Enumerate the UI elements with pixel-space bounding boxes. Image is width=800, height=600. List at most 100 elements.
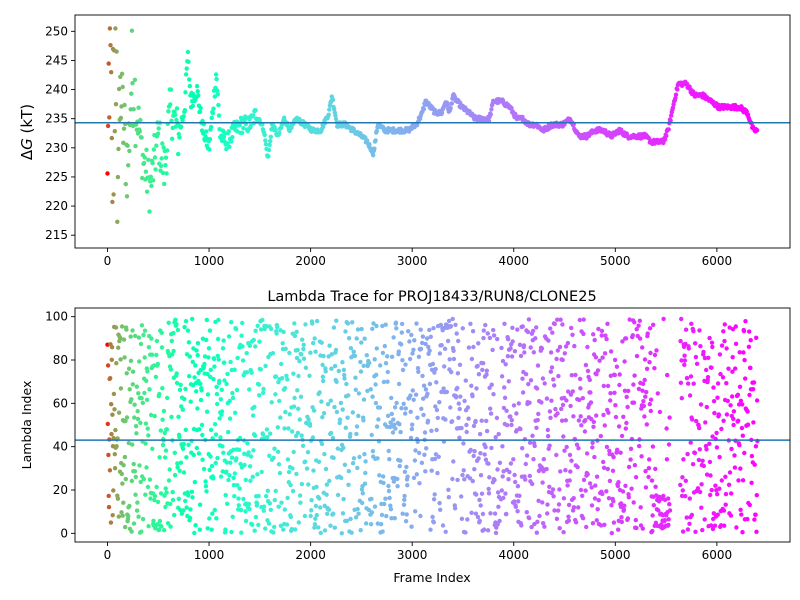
lambda-point <box>667 502 672 507</box>
lambda-point <box>745 409 750 414</box>
lambda-point <box>122 454 128 460</box>
lambda-point <box>354 336 359 341</box>
lambda-point <box>554 356 559 362</box>
lambda-point <box>711 511 716 516</box>
lambda-point <box>730 369 735 374</box>
lambda-point <box>426 344 431 350</box>
lambda-point <box>273 488 278 494</box>
dg-point <box>330 97 336 103</box>
lambda-point <box>149 352 155 357</box>
lambda-point <box>192 375 197 380</box>
lambda-point <box>712 410 717 416</box>
dg-point <box>115 174 121 180</box>
lambda-point <box>573 520 579 525</box>
lambda-point <box>686 346 691 351</box>
dg-y-tick-label: 220 <box>45 199 68 213</box>
lambda-point <box>339 475 344 481</box>
lambda-point <box>393 320 399 325</box>
lambda-point <box>455 477 460 483</box>
lambda-point <box>741 328 747 334</box>
dg-x-tick-label: 3000 <box>397 254 428 268</box>
lambda-point <box>603 333 608 338</box>
lambda-point <box>424 336 430 341</box>
lambda-point <box>131 521 137 526</box>
lambda-point <box>418 346 424 352</box>
lambda-point <box>237 486 242 491</box>
lambda-point <box>265 435 270 440</box>
lambda-point <box>109 431 114 437</box>
lambda-point <box>340 407 345 412</box>
lambda-point <box>334 409 340 415</box>
lambda-point <box>314 318 320 324</box>
lambda-point <box>279 500 284 505</box>
dg-point <box>268 138 273 144</box>
lambda-point <box>119 510 124 515</box>
lambda-point <box>309 508 314 513</box>
lambda-point <box>320 362 325 368</box>
lambda-point <box>303 322 308 327</box>
lambda-point <box>278 415 283 420</box>
lambda-point <box>405 474 410 479</box>
dg-point <box>129 28 135 33</box>
lambda-point <box>207 467 212 473</box>
lambda-point <box>211 376 216 382</box>
lambda-point <box>145 426 150 431</box>
lambda-point <box>279 361 284 367</box>
lambda-point <box>128 334 133 339</box>
lambda-point <box>353 515 359 520</box>
lambda-point <box>137 359 142 364</box>
lambda-point <box>754 529 759 534</box>
lambda-point <box>278 523 284 528</box>
dg-y-tick-label: 225 <box>45 170 68 184</box>
lambda-point <box>584 451 590 456</box>
lambda-point <box>374 372 379 377</box>
lambda-point <box>540 480 545 485</box>
lambda-point <box>320 415 325 420</box>
lambda-point <box>330 435 336 441</box>
lambda-point <box>598 523 604 528</box>
lambda-point <box>667 508 673 513</box>
lambda-title: Lambda Trace for PROJ18433/RUN8/CLONE25 <box>267 289 596 305</box>
dg-point <box>216 102 221 108</box>
lambda-point <box>402 497 407 502</box>
lambda-point <box>325 511 330 516</box>
lambda-point <box>530 433 535 438</box>
lambda-point <box>477 431 483 437</box>
lambda-point <box>143 441 148 446</box>
lambda-point <box>602 522 607 527</box>
lambda-point <box>624 394 629 400</box>
lambda-point <box>639 454 644 459</box>
lambda-point <box>346 469 351 474</box>
dg-point <box>148 174 153 179</box>
lambda-point <box>571 505 577 510</box>
lambda-point <box>337 420 342 426</box>
lambda-point <box>295 347 300 353</box>
lambda-point <box>481 527 487 532</box>
lambda-point <box>462 477 467 482</box>
lambda-point <box>342 462 348 467</box>
lambda-point <box>160 386 165 391</box>
lambda-point <box>604 489 609 494</box>
lambda-point <box>490 347 495 353</box>
lambda-point <box>413 392 419 397</box>
lambda-point <box>111 391 117 397</box>
lambda-point <box>342 372 347 378</box>
lambda-point <box>205 371 210 377</box>
dg-point <box>138 117 143 123</box>
lambda-point <box>425 391 430 396</box>
lambda-point <box>292 333 298 339</box>
lambda-point <box>109 402 114 407</box>
lambda-point <box>723 474 728 479</box>
dg-point <box>225 141 230 146</box>
lambda-point <box>384 513 389 519</box>
lambda-point <box>527 400 532 405</box>
dg-point <box>131 107 136 112</box>
lambda-point <box>408 393 413 398</box>
lambda-point <box>726 482 732 487</box>
lambda-point <box>632 320 637 325</box>
lambda-point <box>519 523 524 528</box>
dg-x-tick-label: 6000 <box>702 254 733 268</box>
lambda-point <box>356 511 361 516</box>
lambda-point <box>468 447 473 453</box>
lambda-point <box>622 359 627 364</box>
